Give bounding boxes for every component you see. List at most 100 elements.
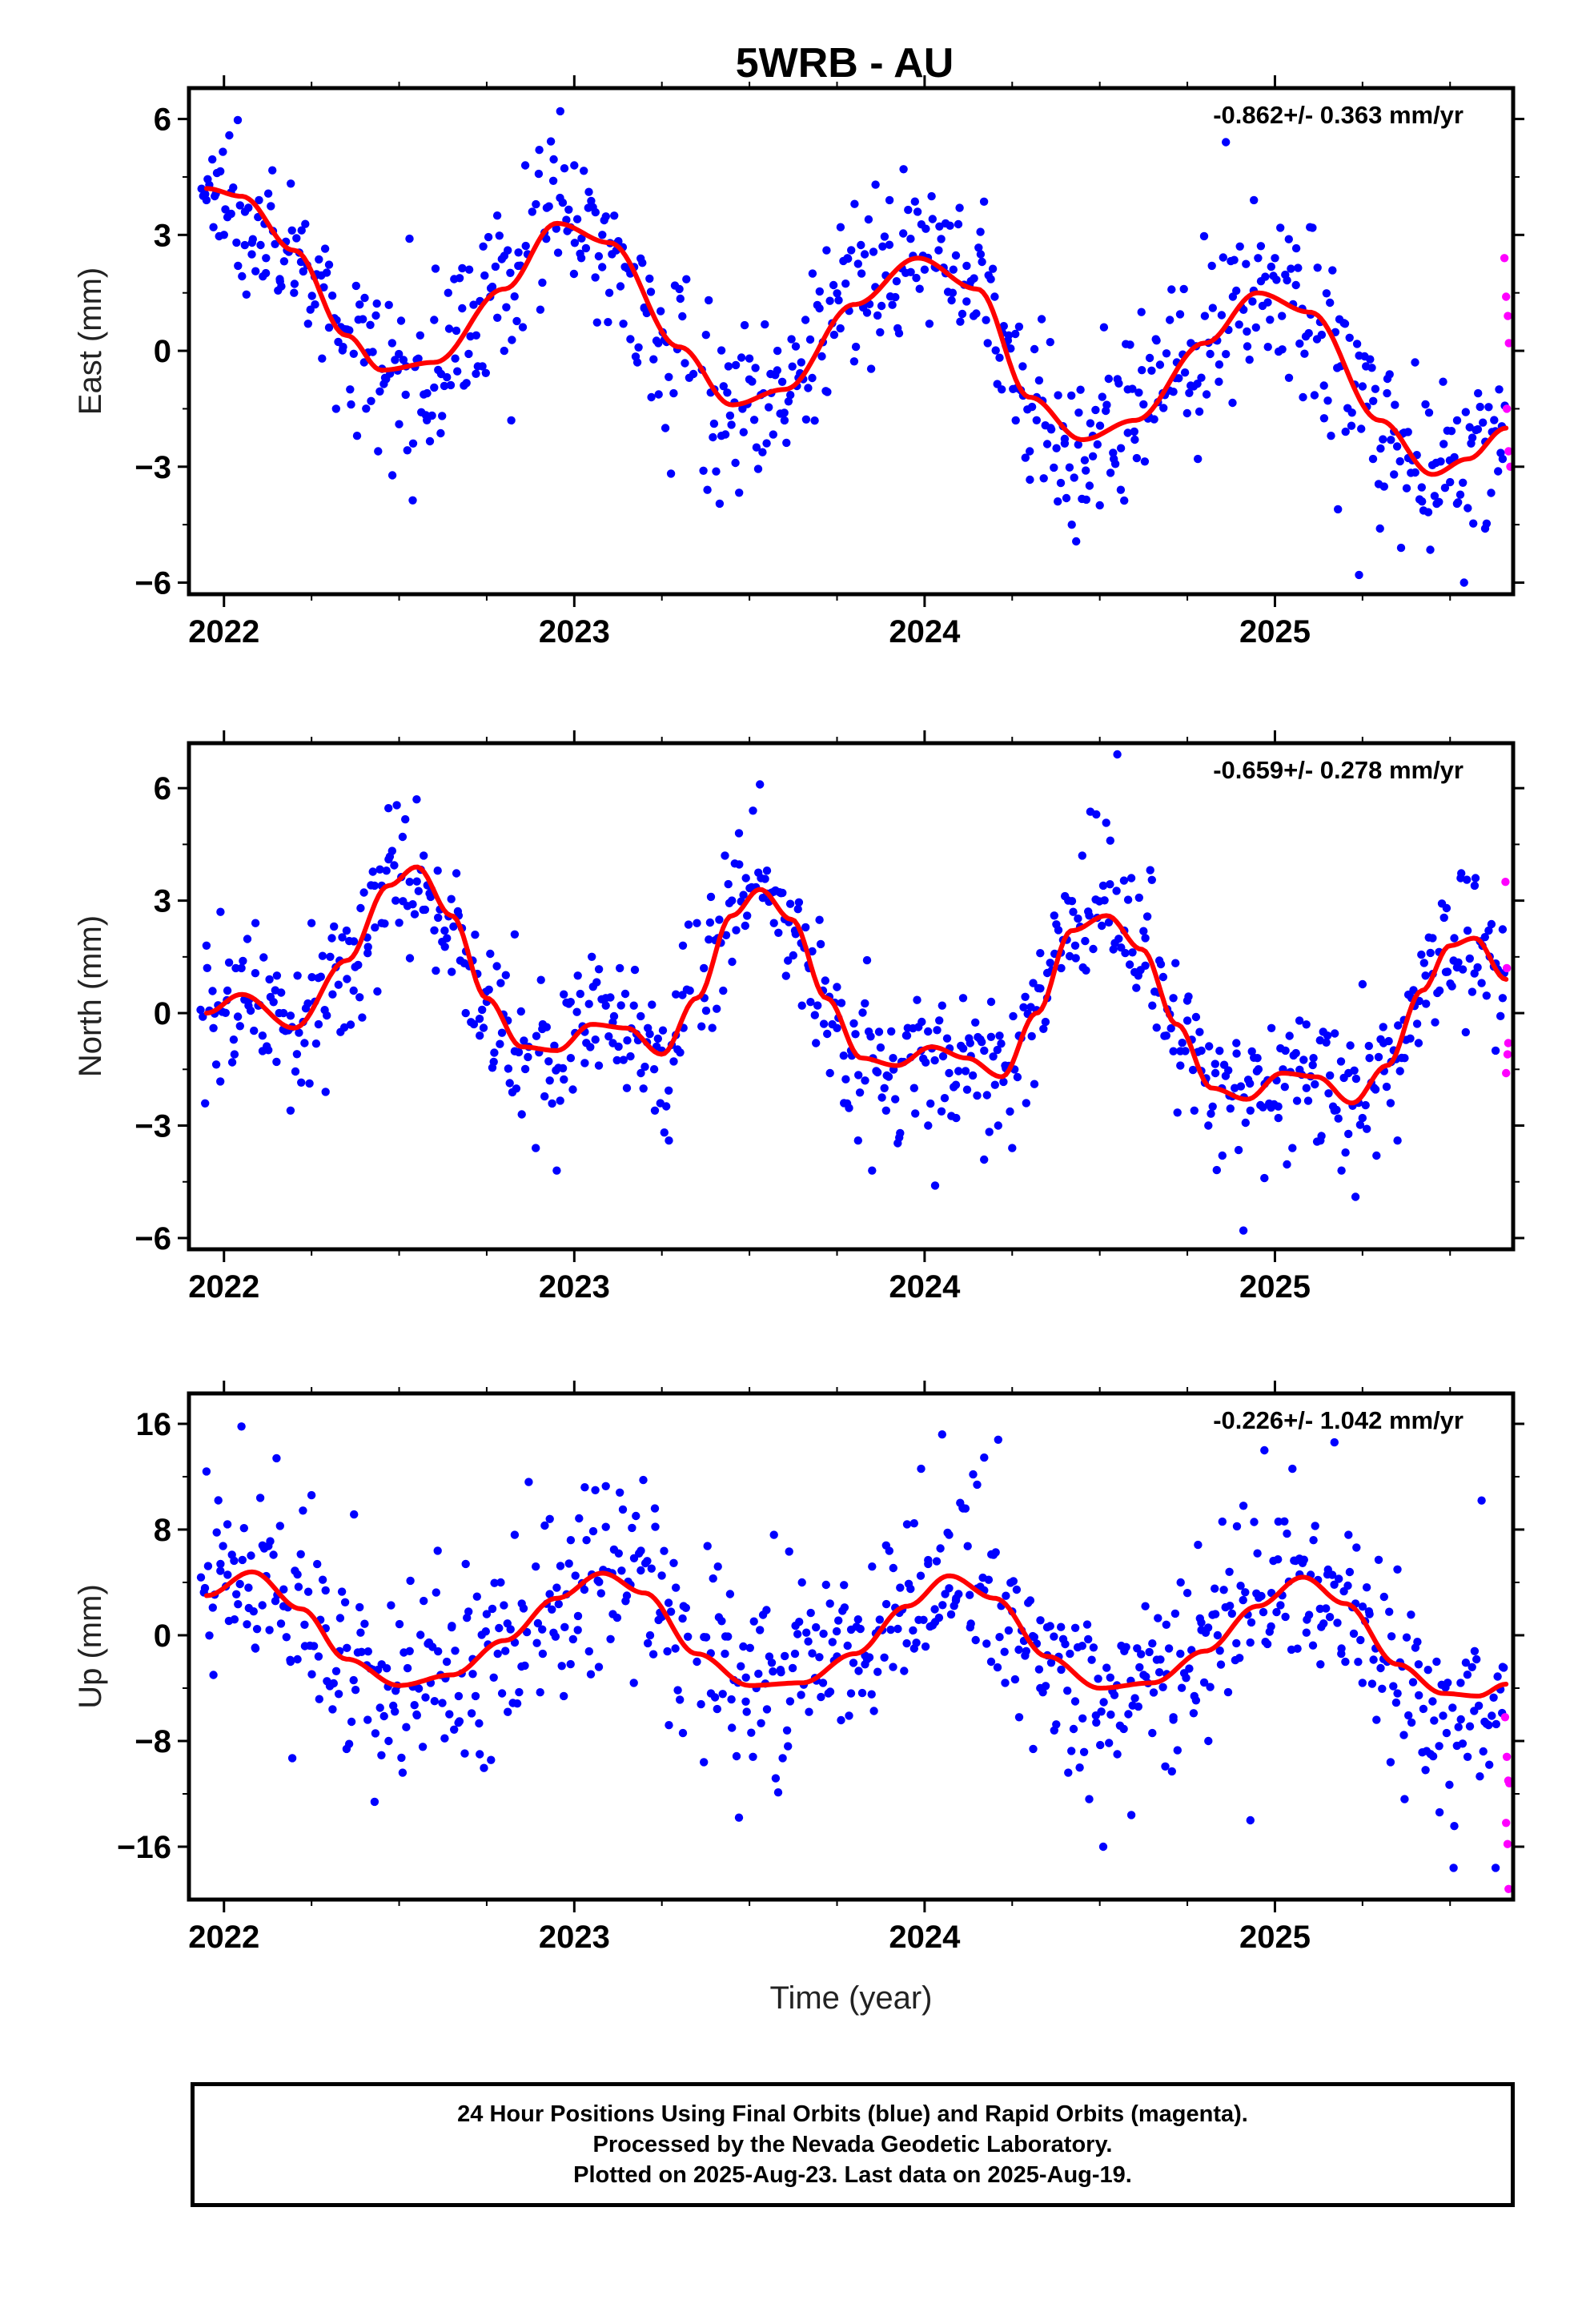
east-final-point xyxy=(318,354,327,363)
north-final-point xyxy=(1106,836,1115,845)
east-final-point xyxy=(986,275,995,283)
up-final-point xyxy=(421,1693,430,1702)
north-final-point xyxy=(938,1051,948,1061)
up-final-point xyxy=(334,1690,343,1699)
north-final-point xyxy=(619,1055,628,1064)
north-final-point xyxy=(728,896,737,905)
north-final-point xyxy=(1295,1016,1304,1025)
up-final-point xyxy=(916,1571,926,1580)
north-final-point xyxy=(653,1034,662,1043)
east-ytick-label: 0 xyxy=(154,334,171,369)
east-final-point xyxy=(912,273,921,283)
east-final-point xyxy=(564,205,573,214)
up-final-point xyxy=(500,1601,508,1610)
up-final-point xyxy=(1149,1688,1158,1697)
east-final-point xyxy=(1206,349,1215,359)
up-final-point xyxy=(1063,1687,1072,1695)
north-final-point xyxy=(548,1099,556,1108)
east-final-point xyxy=(438,412,447,420)
north-final-point xyxy=(314,1019,323,1029)
up-final-point xyxy=(1358,1602,1367,1611)
east-final-point xyxy=(324,260,334,269)
north-final-point xyxy=(862,955,872,965)
east-final-point xyxy=(1054,497,1062,506)
up-final-point xyxy=(671,1644,680,1653)
east-final-point xyxy=(1116,485,1126,494)
up-final-point xyxy=(1126,1811,1136,1819)
north-final-point xyxy=(1027,1031,1036,1041)
up-final-point xyxy=(1474,1701,1484,1711)
north-final-point xyxy=(272,971,282,980)
north-final-point xyxy=(1496,1011,1505,1021)
up-final-point xyxy=(557,1662,566,1671)
north-final-point xyxy=(1019,1003,1028,1012)
east-final-point xyxy=(1070,473,1078,482)
up-final-point xyxy=(468,1670,477,1679)
up-final-point xyxy=(1158,1683,1167,1691)
east-final-point xyxy=(1490,416,1499,424)
east-final-point xyxy=(480,271,489,280)
east-final-point xyxy=(654,390,663,399)
up-final-point xyxy=(212,1528,221,1537)
up-final-point xyxy=(1323,1570,1332,1579)
up-final-point xyxy=(448,1622,456,1632)
east-final-point xyxy=(227,209,235,219)
east-final-point xyxy=(634,343,643,352)
east-final-point xyxy=(436,428,445,438)
east-fit-curve xyxy=(203,186,1509,477)
east-final-point xyxy=(219,147,227,156)
north-final-point xyxy=(1247,1047,1256,1056)
up-final-point xyxy=(230,1556,239,1566)
north-final-point xyxy=(715,915,724,924)
north-final-point xyxy=(889,1054,897,1063)
east-final-point xyxy=(823,388,832,396)
east-final-point xyxy=(791,342,801,351)
up-final-point xyxy=(1274,1517,1283,1526)
east-final-point xyxy=(598,263,607,271)
north-final-point xyxy=(390,861,399,870)
up-final-point xyxy=(1415,1691,1423,1700)
east-final-point xyxy=(1418,497,1427,506)
east-final-point xyxy=(594,251,604,261)
up-final-point xyxy=(296,1550,305,1559)
up-final-point xyxy=(347,1717,356,1727)
north-final-point xyxy=(1211,1068,1220,1078)
north-final-point xyxy=(334,980,343,989)
east-final-point xyxy=(1465,423,1474,432)
north-final-point xyxy=(251,969,260,978)
up-final-point xyxy=(645,1630,655,1640)
east-final-point xyxy=(649,355,658,364)
east-final-point xyxy=(1027,402,1037,412)
up-final-point xyxy=(663,1647,672,1656)
east-final-point xyxy=(360,293,369,303)
north-fit-curve xyxy=(203,864,1509,1106)
north-final-point xyxy=(1173,1108,1182,1117)
north-final-point xyxy=(339,1023,349,1032)
north-final-point xyxy=(544,1057,553,1066)
up-final-point xyxy=(300,1620,309,1630)
east-final-point xyxy=(970,274,978,283)
north-final-point xyxy=(806,998,815,1007)
north-final-point xyxy=(1029,979,1038,987)
north-final-point xyxy=(1351,1192,1360,1201)
north-final-point xyxy=(300,1039,309,1047)
east-rapid-point xyxy=(1504,447,1513,456)
up-final-point xyxy=(371,1729,380,1738)
north-xtick-label: 2022 xyxy=(188,1269,259,1305)
up-final-point xyxy=(1064,1768,1073,1777)
north-final-point xyxy=(821,976,830,985)
east-final-point xyxy=(345,326,354,335)
up-final-point xyxy=(1316,1660,1325,1669)
up-final-point xyxy=(991,1548,1000,1557)
east-final-point xyxy=(1310,391,1319,400)
up-final-point xyxy=(482,1610,492,1618)
east-final-point xyxy=(1327,432,1335,440)
north-final-point xyxy=(1412,1019,1422,1028)
north-final-point xyxy=(1064,896,1073,905)
up-final-point xyxy=(251,1644,260,1653)
east-final-point xyxy=(481,368,490,377)
north-final-point xyxy=(433,866,442,875)
east-final-point xyxy=(1322,289,1331,298)
north-final-point xyxy=(801,923,810,932)
